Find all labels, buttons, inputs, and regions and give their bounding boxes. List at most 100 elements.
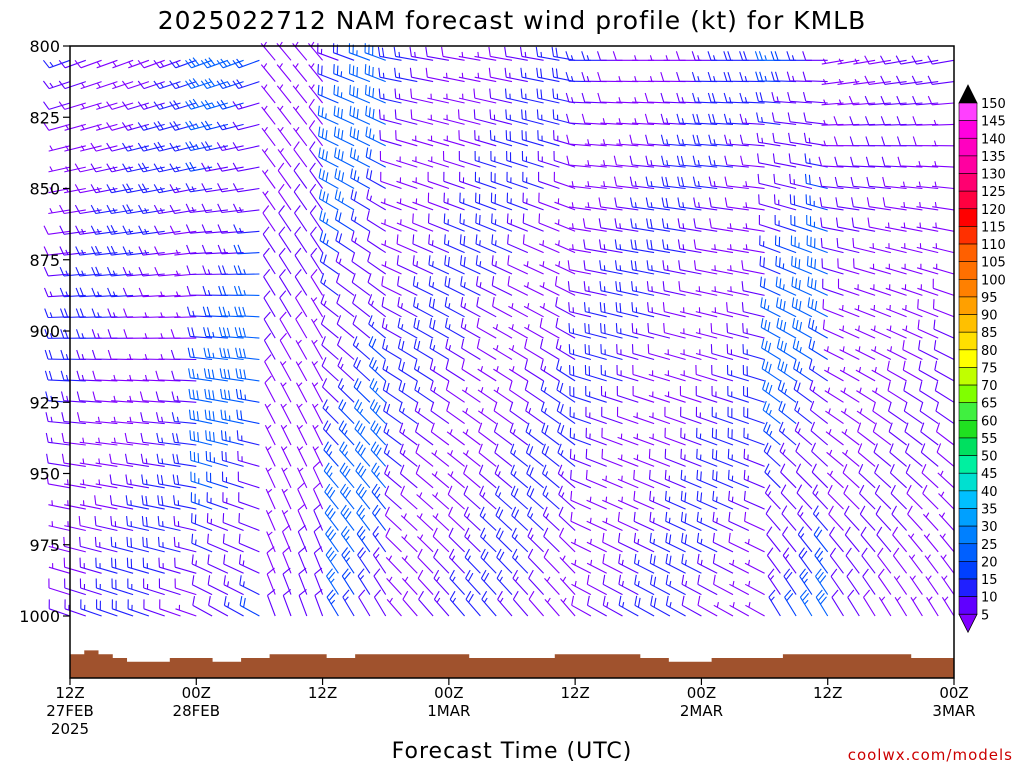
wind-barb <box>829 547 844 574</box>
wind-barb <box>350 189 371 211</box>
wind-barb <box>433 569 450 595</box>
wind-barb <box>297 482 308 510</box>
wind-barb <box>122 225 149 235</box>
wind-barb <box>480 569 497 595</box>
wind-barb <box>905 463 923 489</box>
wind-barb <box>474 130 497 147</box>
wind-barb <box>417 569 434 595</box>
wind-barb <box>59 246 86 256</box>
wind-barb <box>662 281 686 296</box>
wind-barb <box>762 400 781 425</box>
wind-barb <box>512 569 529 595</box>
wind-barb <box>569 364 592 382</box>
wind-barb <box>294 247 308 275</box>
colorbar-label: 95 <box>981 291 998 306</box>
wind-barb <box>521 130 544 147</box>
wind-barb <box>174 312 197 319</box>
wind-barb <box>425 67 450 83</box>
wind-barb <box>414 422 434 446</box>
colorbar-label: 125 <box>981 185 1006 200</box>
wind-barb <box>934 360 955 382</box>
wind-barb <box>676 113 702 125</box>
wind-barb <box>771 91 797 104</box>
wind-barb <box>629 176 655 190</box>
wind-barb <box>631 344 655 361</box>
wind-barb <box>644 113 670 125</box>
wind-barb <box>493 366 513 382</box>
wind-barb <box>773 173 797 190</box>
wind-barb <box>632 97 655 104</box>
wind-barb <box>413 297 434 318</box>
wind-barb <box>474 72 497 83</box>
wind-barb <box>795 463 813 489</box>
wind-barb <box>598 197 623 211</box>
wind-barb <box>48 542 71 553</box>
wind-barb <box>321 336 339 360</box>
wind-barb <box>463 464 481 489</box>
wind-barb <box>334 147 355 168</box>
wind-barb <box>601 427 623 446</box>
wind-barb <box>59 204 86 215</box>
wind-barb <box>309 183 324 211</box>
wind-barb <box>713 601 734 617</box>
wind-barb <box>872 401 892 425</box>
credit-link[interactable]: coolwx.com/models <box>848 746 1013 764</box>
wind-barb <box>794 400 813 425</box>
wind-barb <box>602 574 623 596</box>
wind-barb <box>276 84 292 104</box>
wind-barb <box>153 204 181 215</box>
colorbar-label: 20 <box>981 555 998 570</box>
wind-barb <box>155 391 181 403</box>
wind-barb <box>557 464 576 489</box>
wind-barb <box>889 443 907 467</box>
wind-barb <box>810 421 829 446</box>
wind-barb <box>140 432 165 446</box>
wind-barb <box>727 244 749 254</box>
wind-barb <box>818 176 844 190</box>
x-tick-label: 12Z <box>560 684 589 702</box>
wind-barb <box>318 168 339 189</box>
wind-barb <box>492 345 513 360</box>
wind-barb <box>157 516 181 532</box>
wind-barb <box>904 443 923 467</box>
wind-barb <box>412 255 434 275</box>
wind-barb <box>107 287 134 298</box>
wind-barb <box>126 536 150 553</box>
wind-barb <box>399 464 418 489</box>
colorbar-label: 140 <box>981 132 1006 147</box>
wind-barb <box>600 344 623 361</box>
wind-barb <box>428 276 450 296</box>
wind-barb <box>336 315 355 339</box>
wind-barb <box>185 183 213 193</box>
wind-barb <box>506 192 528 211</box>
wind-barb <box>681 553 702 574</box>
wind-barb <box>554 198 576 211</box>
wind-barb <box>646 239 670 254</box>
wind-barb <box>743 469 765 489</box>
wind-barb <box>615 281 639 296</box>
wind-barb <box>46 453 71 467</box>
wind-barb <box>348 43 371 61</box>
wind-barb <box>602 532 623 553</box>
wind-barb <box>553 150 576 168</box>
wind-barb <box>522 213 544 232</box>
wind-barb <box>712 511 734 531</box>
wind-barb <box>544 597 560 617</box>
wind-barb <box>382 380 402 403</box>
wind-barb <box>64 578 86 596</box>
wind-barb <box>570 469 592 489</box>
wind-barb <box>712 469 734 489</box>
wind-barb <box>232 142 260 152</box>
wind-barb <box>932 278 955 296</box>
wind-barb <box>174 557 197 574</box>
wind-barb <box>525 422 544 446</box>
wind-barb <box>337 378 355 403</box>
wind-barb <box>584 364 607 382</box>
wind-barb <box>235 347 260 361</box>
wind-barb <box>780 463 797 489</box>
wind-barb <box>852 237 876 254</box>
wind-barb <box>444 317 465 339</box>
wind-barb <box>805 194 828 211</box>
wind-barb <box>63 557 86 574</box>
wind-barb <box>836 237 860 254</box>
